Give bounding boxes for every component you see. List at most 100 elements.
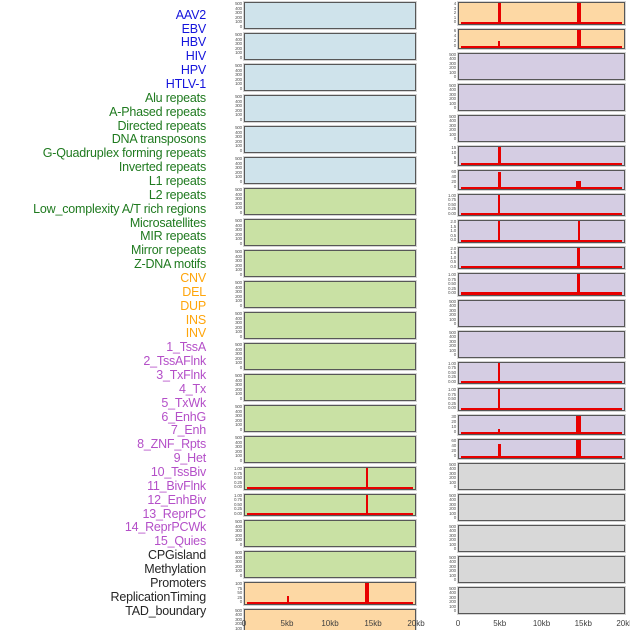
y-tick-label: 400	[235, 377, 242, 383]
y-tick-label: 0	[239, 271, 243, 277]
y-tick-label: 300	[235, 196, 242, 201]
track-label: DNA transposons	[111, 132, 206, 147]
y-tick-label: 0.50	[448, 281, 456, 287]
track-panel	[458, 52, 625, 80]
track-label: INS	[185, 312, 206, 327]
y-tick-label: 200	[235, 386, 242, 392]
y-tick-label: 200	[449, 537, 456, 543]
y-tick-label: 0.25	[448, 285, 456, 291]
y-tick-label: 500	[449, 554, 456, 560]
y-tick-label: 300	[235, 289, 242, 294]
y-tick-label: 50	[237, 590, 242, 595]
y-tick-label: 0.50	[234, 501, 242, 507]
y-tick-label: 0	[453, 184, 457, 190]
y-tick-label: 20	[451, 448, 456, 454]
y-tick-label: 0	[239, 178, 243, 184]
y-tick-label: 200	[235, 355, 242, 361]
y-tick-label: 400	[235, 98, 242, 104]
y-tick-label: 400	[235, 160, 242, 166]
track-label: 7_Enh	[170, 423, 206, 438]
y-tick-label: 1.5	[450, 223, 456, 229]
y-tick-label: 1	[453, 14, 457, 20]
track-row: 1.00 0.75 0.50 0.25 0.00	[226, 492, 416, 519]
y-tick-label: 400	[235, 5, 242, 11]
y-tick-label: 500	[235, 435, 242, 440]
y-tick-label: 2.0	[450, 219, 456, 225]
y-tick-label: 500	[235, 280, 242, 285]
track-label: Z-DNA motifs	[134, 257, 206, 272]
y-tick-label: 5	[453, 154, 457, 160]
signal-bar	[577, 221, 580, 242]
y-tick-label: 500	[449, 82, 456, 88]
track-label: CPGisland	[148, 548, 206, 563]
y-tick-label: 100	[235, 453, 242, 458]
y-tick-label: 6	[453, 27, 457, 33]
track-label: Mirror repeats	[131, 243, 206, 258]
track-label: INV	[185, 326, 206, 341]
y-tick-label: 400	[235, 315, 242, 321]
y-tick-label: 500	[235, 63, 242, 68]
y-tick-label: 100	[235, 360, 242, 365]
signal-bar	[498, 221, 501, 242]
y-tick-label: 100	[235, 298, 242, 303]
y-tick-label: 0.75	[448, 276, 456, 282]
y-tick-label: 20	[451, 418, 456, 424]
y-tick-label: 400	[235, 36, 242, 42]
signal-bar	[576, 180, 582, 189]
signal-baseline	[461, 186, 622, 189]
track-label: A-Phased repeats	[109, 104, 206, 119]
y-tick-label: 200	[235, 45, 242, 51]
track-label: Directed repeats	[117, 118, 206, 133]
y-tick-label: 300	[449, 532, 456, 538]
y-tick-label: 400	[235, 346, 242, 352]
y-tick-label: 500	[449, 329, 456, 335]
y-tick-label: 100	[235, 205, 242, 210]
track-panel	[458, 586, 625, 614]
signal-baseline	[247, 513, 413, 515]
y-tick-label: 60	[451, 168, 456, 174]
y-tick-label: 0	[453, 352, 457, 358]
y-tick-label: 100	[235, 50, 242, 55]
signal-baseline	[461, 213, 622, 216]
y-tick-label: 1.00	[448, 387, 456, 393]
y-tick-label: 0.50	[448, 369, 456, 375]
track-panel	[244, 582, 416, 605]
track-panel	[244, 608, 416, 630]
y-tick-label: 300	[449, 91, 456, 97]
y-tick-label: 40	[451, 173, 456, 179]
signal-bar	[577, 274, 581, 295]
y-tick-label: 100	[449, 69, 456, 75]
y-tick-label: 400	[235, 523, 242, 529]
track-panel	[458, 493, 625, 521]
track-row: 2.0 1.5 1.0 0.5 0.0	[432, 245, 625, 272]
y-tick-label: 0.75	[234, 497, 242, 502]
track-label: ReplicationTiming	[110, 589, 207, 604]
y-tick-label: 20	[451, 179, 456, 185]
x-tick-label: 20kb	[407, 619, 425, 628]
track-row: 1.00 0.75 0.50 0.25 0.00	[432, 386, 625, 413]
y-tick-label: 0	[453, 515, 457, 521]
track-label: EBV	[181, 21, 207, 36]
y-tick-label: 200	[449, 599, 456, 605]
y-tick-label: 500	[235, 404, 242, 409]
y-tick-label: 500	[235, 607, 242, 613]
y-tick-label: 40	[451, 443, 456, 449]
y-tick-label: 500	[235, 373, 242, 378]
y-tick-label: 200	[235, 417, 242, 423]
track-panel	[244, 95, 416, 122]
y-tick-label: 300	[449, 338, 456, 344]
